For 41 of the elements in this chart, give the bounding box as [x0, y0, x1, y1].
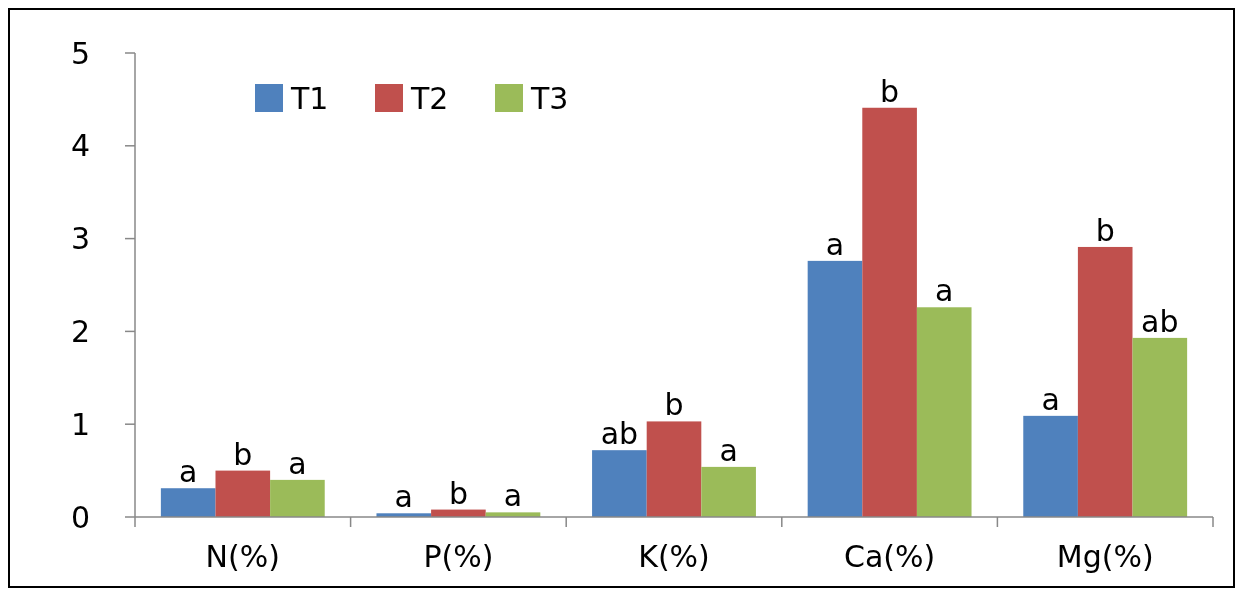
bar	[160, 488, 216, 517]
y-tick-label: 5	[70, 35, 90, 71]
data-label: a	[178, 454, 198, 490]
y-tick-label: 2	[70, 313, 90, 349]
bar	[1077, 246, 1133, 517]
x-tick-label: K(%)	[638, 539, 710, 574]
legend-label: T1	[290, 80, 329, 116]
data-label: b	[664, 387, 684, 423]
data-label: a	[394, 479, 413, 515]
data-label: ab	[1141, 303, 1179, 339]
data-label: ab	[600, 416, 639, 452]
data-label: b	[1095, 212, 1115, 248]
y-tick-label: 0	[70, 499, 90, 535]
data-label: a	[1041, 381, 1060, 417]
legend-label: T3	[530, 80, 569, 116]
y-tick-label: 1	[70, 406, 90, 442]
y-tick-label: 3	[70, 221, 90, 257]
data-label: a	[503, 478, 523, 514]
x-tick-label: Ca(%)	[843, 539, 936, 574]
data-label: a	[935, 273, 954, 309]
x-tick-label: P(%)	[423, 539, 494, 574]
bar	[701, 466, 756, 517]
data-label: a	[825, 226, 845, 262]
bar	[215, 470, 271, 517]
x-tick-label: N(%)	[205, 539, 280, 574]
bar	[592, 450, 647, 517]
bar	[916, 307, 972, 517]
y-tick-label: 4	[70, 128, 90, 164]
bar	[1132, 337, 1188, 517]
bar	[1023, 415, 1078, 517]
bar	[807, 260, 863, 517]
bar	[270, 479, 325, 517]
data-label: b	[880, 73, 900, 109]
data-label: a	[288, 445, 307, 481]
bar	[646, 421, 702, 517]
legend-label: T2	[410, 80, 449, 116]
data-label: b	[233, 436, 253, 472]
x-tick-label: Mg(%)	[1056, 539, 1154, 574]
data-label: b	[448, 475, 468, 511]
bar	[862, 107, 917, 517]
data-label: a	[719, 432, 738, 468]
